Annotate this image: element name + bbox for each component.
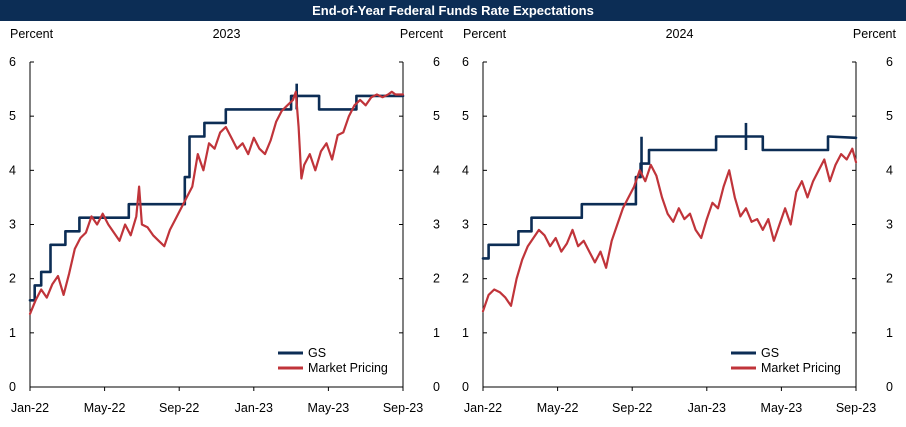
right-axis-unit-label: Percent	[853, 27, 897, 41]
right-axis-unit-label: Percent	[400, 27, 444, 41]
y-tick-label-left: 6	[462, 55, 469, 69]
x-tick-label: May-22	[84, 401, 126, 415]
legend-label-market-pricing: Market Pricing	[761, 361, 841, 375]
legend-label-gs: GS	[308, 346, 326, 360]
y-tick-label-right: 1	[433, 326, 440, 340]
market-pricing-series-line	[28, 90, 405, 315]
x-tick-label: Sep-22	[612, 401, 652, 415]
left-axis-unit-label: Percent	[463, 27, 507, 41]
y-tick-label-left: 5	[9, 109, 16, 123]
y-tick-label-left: 2	[462, 272, 469, 286]
x-tick-label: Jan-23	[235, 401, 273, 415]
x-tick-label: May-22	[537, 401, 579, 415]
x-tick-label: Sep-22	[159, 401, 199, 415]
chart-panel-2023: Percent 2023 Percent 0 0 1 1 2 2 3 3 4 4 5 5 6 6 Jan-22 Ma…	[9, 27, 444, 415]
y-tick-label-right: 3	[433, 218, 440, 232]
left-axis-unit-label: Percent	[10, 27, 54, 41]
y-tick-label-left: 3	[462, 218, 469, 232]
y-tick-label-right: 6	[433, 55, 440, 69]
y-tick-label-left: 4	[9, 163, 16, 177]
y-tick-label-left: 1	[462, 326, 469, 340]
y-tick-label-left: 3	[9, 218, 16, 232]
gs-series-line	[28, 94, 405, 302]
y-tick-label-right: 3	[886, 218, 893, 232]
chart-title: End-of-Year Federal Funds Rate Expectati…	[0, 0, 906, 21]
x-tick-label: Jan-23	[688, 401, 726, 415]
x-tick-label: Sep-23	[383, 401, 423, 415]
y-tick-label-left: 4	[462, 163, 469, 177]
panel-subtitle: 2024	[666, 27, 694, 41]
y-tick-label-right: 2	[433, 272, 440, 286]
y-tick-label-left: 5	[462, 109, 469, 123]
y-tick-label-left: 2	[9, 272, 16, 286]
y-tick-label-left: 6	[9, 55, 16, 69]
y-tick-label-right: 4	[433, 163, 440, 177]
legend-label-market-pricing: Market Pricing	[308, 361, 388, 375]
legend-label-gs: GS	[761, 346, 779, 360]
y-tick-label-right: 0	[886, 380, 893, 394]
market-pricing-series-line	[481, 147, 858, 313]
gs-series-line	[481, 135, 858, 260]
x-tick-label: May-23	[761, 401, 803, 415]
x-tick-label: Sep-23	[836, 401, 876, 415]
y-tick-label-left: 1	[9, 326, 16, 340]
x-tick-label: May-23	[308, 401, 350, 415]
y-tick-label-right: 2	[886, 272, 893, 286]
y-tick-label-right: 6	[886, 55, 893, 69]
chart-panel-2024: Percent 2024 Percent 0 0 1 1 2 2 3 3 4 4 5 5 6 6 Jan-22 Ma…	[462, 27, 897, 415]
panel-subtitle: 2023	[213, 27, 241, 41]
y-tick-label-right: 5	[433, 109, 440, 123]
y-tick-label-left: 0	[9, 380, 16, 394]
y-tick-label-right: 1	[886, 326, 893, 340]
y-tick-label-left: 0	[462, 380, 469, 394]
x-tick-label: Jan-22	[11, 401, 49, 415]
y-tick-label-right: 4	[886, 163, 893, 177]
x-tick-label: Jan-22	[464, 401, 502, 415]
y-tick-label-right: 5	[886, 109, 893, 123]
y-tick-label-right: 0	[433, 380, 440, 394]
